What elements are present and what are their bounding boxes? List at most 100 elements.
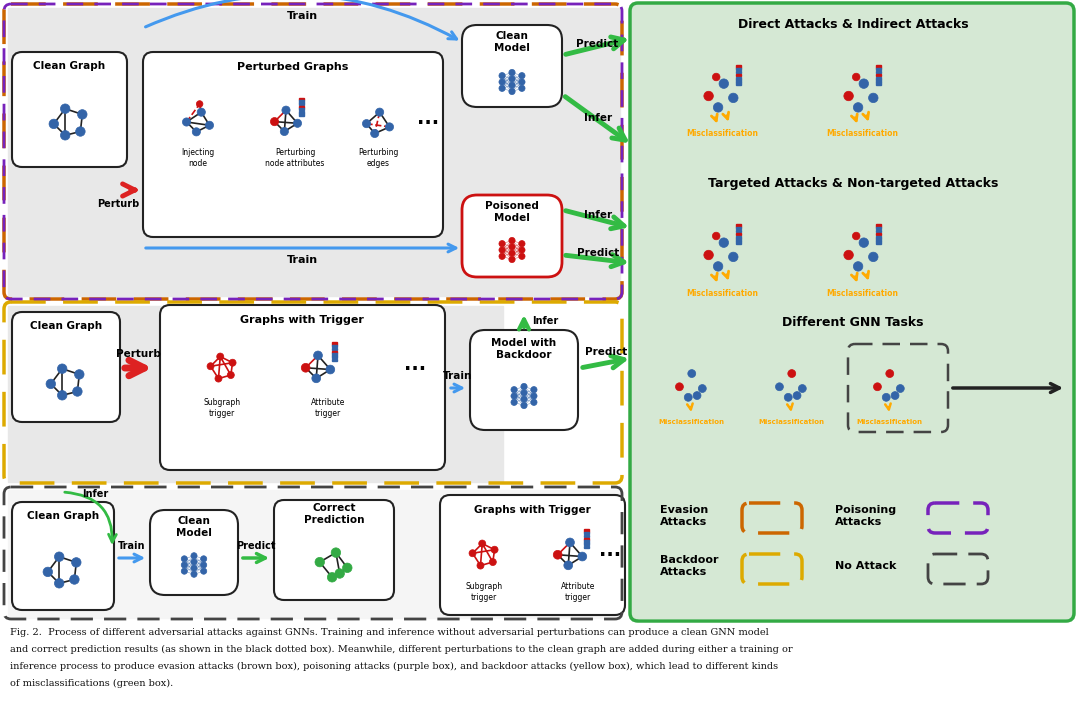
Text: Model with
Backdoor: Model with Backdoor [491, 338, 556, 360]
Circle shape [386, 122, 393, 131]
Bar [638, 492, 1068, 618]
Bar [332, 359, 337, 361]
Bar [332, 353, 337, 355]
Text: Direct Attacks & Indirect Attacks: Direct Attacks & Indirect Attacks [738, 18, 969, 30]
Circle shape [521, 402, 527, 409]
Circle shape [327, 573, 337, 582]
Text: Clean
Model: Clean Model [494, 31, 530, 53]
FancyBboxPatch shape [630, 3, 1074, 621]
Circle shape [509, 237, 515, 244]
Text: Infer: Infer [584, 210, 612, 220]
Circle shape [72, 387, 82, 396]
Text: Predict: Predict [585, 347, 627, 357]
Circle shape [201, 568, 206, 574]
Circle shape [270, 118, 279, 126]
Text: Fig. 2.  Process of different adversarial attacks against GNNs. Training and inf: Fig. 2. Process of different adversarial… [10, 628, 769, 637]
Text: Attribute
trigger: Attribute trigger [311, 399, 346, 418]
Circle shape [775, 383, 783, 391]
Circle shape [313, 351, 323, 360]
Bar [876, 227, 881, 229]
Bar [584, 540, 589, 542]
Text: No Attack: No Attack [835, 561, 896, 571]
Circle shape [60, 130, 70, 140]
Bar [299, 103, 303, 105]
Bar [332, 342, 337, 345]
Text: Misclassification: Misclassification [659, 419, 725, 425]
Circle shape [896, 384, 904, 392]
Bar [584, 532, 589, 535]
Text: Poisoning
Attacks: Poisoning Attacks [835, 506, 896, 527]
Bar [8, 490, 620, 618]
Circle shape [294, 119, 301, 127]
Bar [876, 74, 881, 76]
Circle shape [227, 372, 234, 379]
Bar [737, 82, 741, 84]
Circle shape [853, 262, 863, 271]
Circle shape [509, 76, 515, 82]
Text: Subgraph
trigger: Subgraph trigger [203, 399, 241, 418]
Circle shape [71, 558, 81, 567]
Circle shape [874, 383, 881, 391]
Circle shape [521, 396, 527, 402]
Circle shape [719, 238, 729, 247]
Text: Train: Train [118, 541, 146, 551]
Circle shape [530, 393, 537, 399]
FancyBboxPatch shape [160, 305, 445, 470]
FancyBboxPatch shape [638, 168, 1068, 298]
Text: Predict: Predict [576, 39, 618, 49]
Bar [584, 546, 589, 548]
Circle shape [518, 241, 525, 247]
Bar [876, 224, 881, 227]
Circle shape [518, 72, 525, 79]
Circle shape [217, 353, 224, 360]
Bar [737, 227, 741, 229]
Bar [876, 76, 881, 79]
Text: Clean Graph: Clean Graph [32, 61, 105, 71]
Circle shape [511, 399, 517, 406]
Text: Evasion
Attacks: Evasion Attacks [660, 506, 708, 527]
Circle shape [509, 88, 515, 95]
Bar [299, 101, 303, 103]
Circle shape [215, 375, 222, 382]
Text: Injecting
node: Injecting node [181, 148, 215, 168]
Text: Clean
Model: Clean Model [176, 516, 212, 538]
Circle shape [714, 103, 723, 112]
Text: Misclassification: Misclassification [686, 130, 758, 139]
Bar [737, 71, 741, 74]
Circle shape [509, 244, 515, 250]
Bar [584, 537, 589, 540]
Circle shape [499, 72, 505, 79]
Circle shape [181, 556, 188, 562]
Circle shape [60, 104, 70, 113]
Circle shape [363, 120, 370, 127]
Text: Infer: Infer [584, 113, 612, 123]
Circle shape [784, 394, 793, 401]
Text: Poisoned
Model: Poisoned Model [485, 201, 539, 223]
Circle shape [688, 370, 696, 377]
Text: Targeted Attacks & Non-targeted Attacks: Targeted Attacks & Non-targeted Attacks [707, 176, 998, 190]
Bar [876, 236, 881, 238]
Circle shape [693, 392, 701, 399]
Circle shape [685, 394, 692, 401]
Text: and correct prediction results (as shown in the black dotted box). Meanwhile, di: and correct prediction results (as shown… [10, 645, 793, 654]
Circle shape [376, 108, 383, 116]
Text: Train: Train [443, 371, 473, 381]
Circle shape [198, 108, 205, 116]
FancyBboxPatch shape [462, 195, 562, 277]
Circle shape [843, 91, 853, 101]
Text: Perturbing
node attributes: Perturbing node attributes [266, 148, 325, 168]
Circle shape [489, 559, 497, 566]
Circle shape [181, 568, 188, 574]
Circle shape [201, 556, 206, 562]
Bar [332, 356, 337, 358]
Text: Misclassification: Misclassification [826, 288, 897, 297]
Bar [299, 110, 303, 113]
Circle shape [798, 384, 807, 392]
Text: Infer: Infer [82, 489, 108, 499]
Bar [876, 241, 881, 244]
Bar [332, 350, 337, 353]
Circle shape [714, 262, 723, 271]
Circle shape [521, 384, 527, 389]
Bar [299, 113, 303, 115]
Circle shape [335, 569, 345, 578]
